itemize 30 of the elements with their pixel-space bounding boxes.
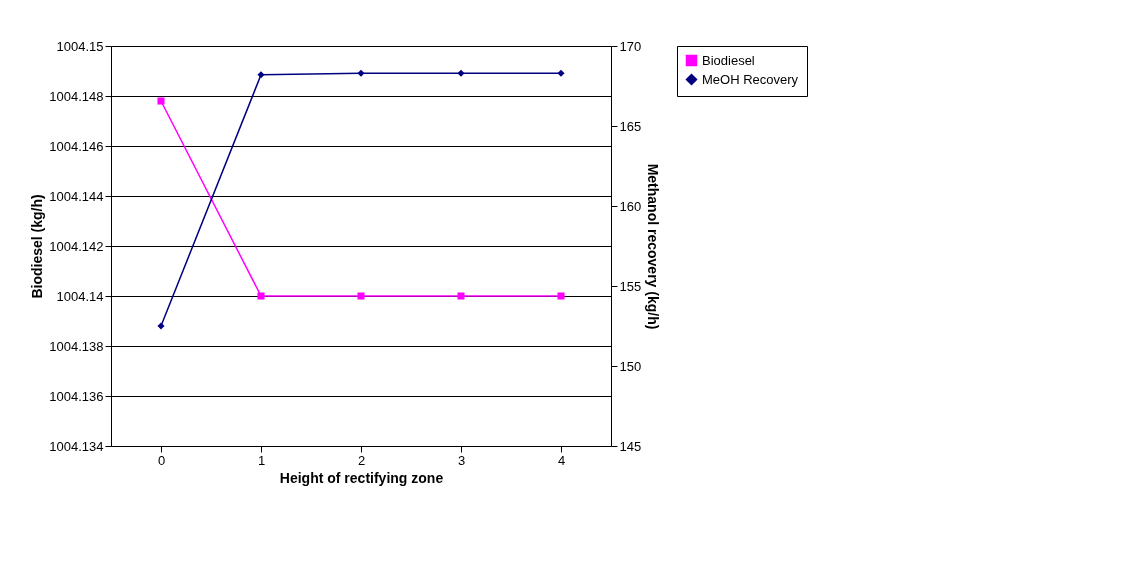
point bbox=[457, 69, 465, 77]
y-tick-label: 1004.136 bbox=[49, 388, 104, 404]
y-tick-label: 1004.14 bbox=[56, 288, 104, 304]
y2-tick-label: 170 bbox=[619, 38, 642, 54]
x-tick-label: 2 bbox=[357, 452, 366, 468]
y2-tick-label: 155 bbox=[619, 278, 642, 294]
x-tick-label: 4 bbox=[557, 452, 566, 468]
y-tick-label: 1004.15 bbox=[56, 38, 104, 54]
point bbox=[257, 71, 265, 79]
y-tick-label: 1004.148 bbox=[49, 88, 104, 104]
y2-tick-label: 160 bbox=[619, 198, 642, 214]
x-tick-label: 1 bbox=[257, 452, 266, 468]
y-axis-title: Biodiesel (kg/h) bbox=[29, 194, 46, 299]
y2-tick-label: 145 bbox=[619, 438, 642, 454]
x-tick-label: 0 bbox=[157, 452, 166, 468]
x-tick-label: 3 bbox=[457, 452, 466, 468]
point bbox=[557, 69, 565, 77]
y2-axis-title: Methanol recovery (kg/h) bbox=[645, 163, 662, 330]
y-tick-label: 1004.134 bbox=[49, 438, 104, 454]
point bbox=[157, 322, 165, 330]
y-tick-label: 1004.142 bbox=[49, 238, 104, 254]
legend-label: Biodiesel bbox=[702, 52, 755, 68]
y-tick-label: 1004.146 bbox=[49, 138, 104, 154]
y2-tick-label: 165 bbox=[619, 118, 642, 134]
point bbox=[357, 69, 365, 77]
y2-tick-label: 150 bbox=[619, 358, 642, 374]
y-tick-label: 1004.144 bbox=[49, 188, 104, 204]
y-tick-label: 1004.138 bbox=[49, 338, 104, 354]
x-axis-title: Height of rectifying zone bbox=[279, 469, 444, 486]
legend-label: MeOH Recovery bbox=[702, 71, 799, 87]
